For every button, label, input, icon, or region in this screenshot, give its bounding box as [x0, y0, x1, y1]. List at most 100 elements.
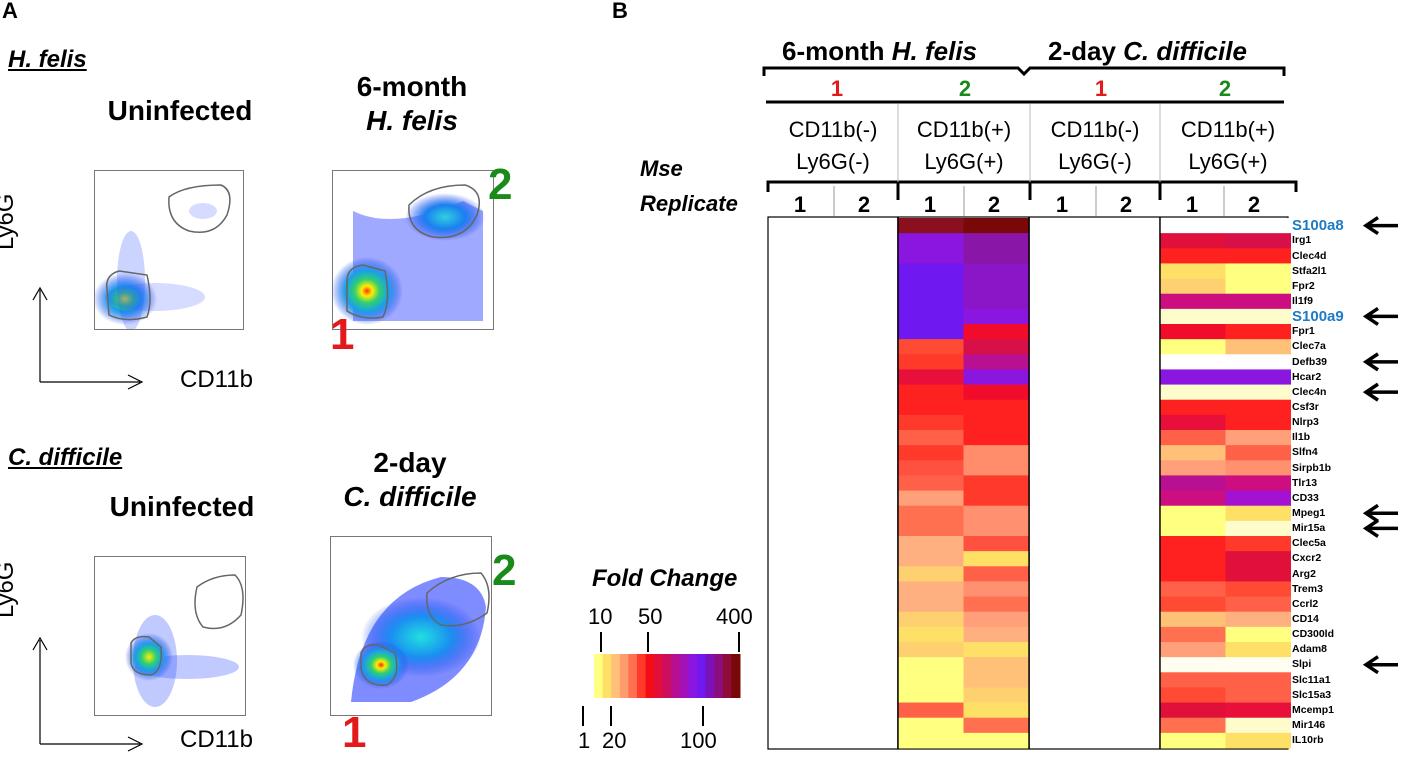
legend-swatch	[731, 654, 741, 698]
heatmap-cdiff-cell	[1225, 218, 1291, 234]
heatmap-hfelis-cell	[898, 657, 964, 673]
highlight-arrow-icon	[1362, 306, 1398, 326]
heatmap-cdiff-cell	[1225, 399, 1291, 416]
heatmap-hfelis-cell	[963, 536, 1029, 552]
heatmap-cdiff-cell	[1225, 626, 1291, 643]
heatmap-cdiff-cell	[1225, 702, 1291, 719]
heatmap-hfelis-cell	[898, 308, 964, 325]
heatmap-cdiff-cell	[1225, 611, 1291, 628]
heatmap-hfelis-cell	[963, 520, 1029, 537]
heatmap-cdiff-cell	[1225, 324, 1291, 340]
cell-type-1-line2: Ly6G(-)	[796, 149, 870, 174]
replicate-5: 1	[1055, 192, 1069, 217]
heatmap-cdiff-cell	[1225, 642, 1291, 658]
cell-type-2: CD11b(+) Ly6G(+)	[898, 114, 1030, 178]
cell-type-2-line1: CD11b(+)	[916, 117, 1012, 142]
heatmap-cdiff-cell	[1225, 657, 1291, 673]
gene-label: Slc15a3	[1292, 688, 1332, 701]
heatmap-cdiff-cell	[1160, 293, 1226, 310]
legend-swatch	[628, 654, 638, 698]
heatmap-hfelis-cell	[963, 430, 1029, 446]
hfelis-plot-title: 6-month H. felis	[322, 70, 502, 138]
heatmap-cdiff-cell	[1160, 490, 1226, 507]
heatmap-hfelis-cell	[898, 339, 964, 355]
cell-type-4-line1: CD11b(+)	[1180, 117, 1276, 142]
heatmap-cdiff-cell	[1225, 369, 1291, 386]
heatmap-hfelis-cell	[963, 672, 1029, 688]
cell-type-1-line1: CD11b(-)	[788, 117, 878, 142]
cell-type-3: CD11b(-) Ly6G(-)	[1030, 114, 1160, 178]
heatmap-cdiff-cell	[1160, 687, 1226, 704]
legend-swatch	[654, 654, 664, 698]
heatmap-cdiff-cell	[1160, 551, 1226, 567]
gene-label: Clec4d	[1292, 249, 1327, 262]
heatmap-cdiff-cell	[1225, 717, 1291, 734]
heatmap-cdiff-cell	[1160, 248, 1226, 264]
legend-swatch	[671, 654, 681, 698]
heatmap-hfelis-cell	[898, 354, 964, 370]
heatmap-hfelis-cell	[898, 687, 964, 704]
gene-label: CD14	[1292, 613, 1319, 626]
heatmap-cdiff-cell	[1225, 263, 1291, 280]
heatmap-hfelis-cell	[963, 399, 1029, 416]
heatmap-hfelis-cell	[898, 384, 964, 401]
heatmap-cdiff-cell	[1225, 430, 1291, 446]
heatmap-hfelis-cell	[963, 233, 1029, 249]
heatmap-hfelis-cell	[898, 414, 964, 431]
cdiff-header-prefix: 2-day	[1048, 36, 1124, 66]
legend-tick-1: 1	[578, 728, 591, 753]
heatmap-cdiff-cell	[1225, 339, 1291, 355]
heatmap-hfelis-cell	[898, 672, 964, 688]
heatmap-hfelis-cell	[898, 611, 964, 628]
heatmap-cdiff-cell	[1160, 445, 1226, 461]
heatmap-hfelis-cell	[963, 248, 1029, 264]
group-label-cdiff-2: 2	[1218, 76, 1232, 101]
legend-swatch	[688, 654, 698, 698]
heatmap-hfelis-cell	[898, 293, 964, 310]
heatmap-cdiff-cell	[1225, 536, 1291, 552]
heatmap-hfelis-cell	[963, 278, 1029, 295]
gate-1-cdiff: 1	[342, 708, 367, 757]
heatmap-hfelis-cell	[963, 642, 1029, 658]
gene-label: Arg2	[1292, 567, 1316, 580]
heatmap-cdiff-cell	[1160, 717, 1226, 734]
heatmap-cdiff-cell	[1160, 732, 1226, 749]
heatmap-cdiff-cell	[1160, 354, 1226, 370]
gene-label: Irg1	[1292, 234, 1312, 247]
heatmap-hfelis-cell	[963, 732, 1029, 749]
heatmap-hfelis-cell	[898, 626, 964, 643]
heatmap-hfelis-cell	[963, 611, 1029, 628]
heatmap-hfelis-cell	[963, 293, 1029, 310]
gene-label: Hcar2	[1292, 370, 1322, 383]
legend-tick-20: 20	[602, 728, 627, 753]
heatmap-cdiff-cell	[1225, 551, 1291, 567]
heatmap-cdiff-cell	[1160, 520, 1226, 537]
legend-swatch	[697, 654, 707, 698]
legend-tick-100: 100	[680, 728, 717, 753]
heatmap-hfelis-cell	[963, 566, 1029, 582]
heatmap-hfelis-cell	[898, 430, 964, 446]
heatmap-cdiff-cell	[1225, 475, 1291, 492]
heatmap-hfelis-cell	[898, 702, 964, 719]
group-label-hfelis-2: 2	[958, 76, 972, 101]
heatmap-hfelis-cell	[963, 626, 1029, 643]
heatmap-hfelis-cell	[963, 596, 1029, 613]
hfelis-section-title: H. felis	[8, 46, 87, 73]
heatmap-hfelis-cell	[898, 278, 964, 295]
heatmap-hfelis-cell	[963, 475, 1029, 492]
hfelis-title-line1: 6-month	[356, 71, 468, 102]
heatmap-cdiff-cell	[1160, 657, 1226, 673]
gene-label: Mir15a	[1292, 522, 1326, 535]
heatmap-cdiff-cell	[1160, 369, 1226, 386]
heatmap-hfelis-cell	[898, 263, 964, 280]
legend-swatch	[602, 654, 612, 698]
heatmap-hfelis-cell	[898, 324, 964, 340]
heatmap-hfelis-cell	[963, 717, 1029, 734]
cdiff-plot-title: 2-day C. difficile	[320, 446, 500, 514]
heatmap-hfelis-cell	[898, 717, 964, 734]
highlight-arrow-icon	[1362, 655, 1398, 675]
heatmap-cdiff-cell	[1160, 278, 1226, 295]
heatmap-cdiff-cell	[1225, 596, 1291, 613]
legend-tick-50: 50	[638, 604, 663, 629]
